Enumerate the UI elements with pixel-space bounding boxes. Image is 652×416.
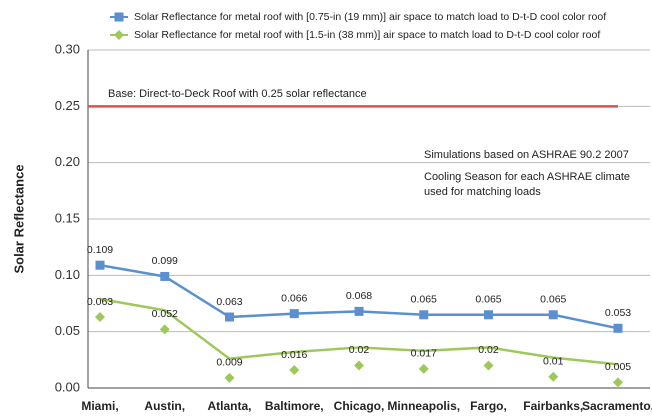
marker xyxy=(159,324,170,335)
data-label: 0.099 xyxy=(152,255,178,267)
marker xyxy=(160,271,170,281)
data-label: 0.053 xyxy=(605,307,631,319)
y-tick-label: 0.30 xyxy=(55,41,80,56)
annotation: Cooling Season for each ASHRAE climate xyxy=(424,171,630,183)
annotation: Simulations based on ASHRAE 90.2 2007 xyxy=(424,149,629,161)
annotation: used for matching loads xyxy=(424,186,541,198)
data-label: 0.005 xyxy=(605,361,631,373)
marker xyxy=(548,310,558,320)
marker xyxy=(419,310,429,320)
x-tick-label: Atlanta, xyxy=(207,399,251,413)
marker xyxy=(95,260,105,270)
marker xyxy=(613,377,623,388)
legend-marker xyxy=(114,12,124,22)
x-tick-label: Chicago, xyxy=(334,399,385,413)
legend-label: Solar Reflectance for metal roof with [0… xyxy=(134,11,606,23)
marker xyxy=(354,306,364,316)
y-tick-label: 0.25 xyxy=(55,98,80,113)
data-label: 0.02 xyxy=(349,344,370,356)
data-label: 0.065 xyxy=(540,294,566,306)
legend-marker xyxy=(114,30,124,40)
data-label: 0.066 xyxy=(281,292,307,304)
marker xyxy=(95,312,105,323)
marker xyxy=(483,360,494,371)
legend-label: Solar Reflectance for metal roof with [1… xyxy=(134,29,600,41)
marker xyxy=(225,312,234,322)
data-label: 0.016 xyxy=(281,349,307,361)
data-label: 0.063 xyxy=(216,296,242,308)
x-tick-label: Minneapolis, xyxy=(387,399,460,413)
data-label: 0.017 xyxy=(411,348,437,360)
x-tick-label: Miami, xyxy=(81,399,118,413)
series-line xyxy=(99,297,619,366)
x-tick-label: Austin, xyxy=(144,399,185,413)
x-tick-label: Fairbanks, xyxy=(523,399,583,413)
marker xyxy=(289,309,299,319)
marker xyxy=(289,364,300,375)
data-label: 0.052 xyxy=(152,308,178,320)
y-tick-label: 0.15 xyxy=(55,210,80,225)
x-tick-label: Fargo, xyxy=(470,399,507,413)
x-tick-label: Sacramento, xyxy=(582,399,652,413)
y-axis-label: Solar Reflectance xyxy=(11,164,26,273)
data-label: 0.065 xyxy=(475,294,501,306)
data-label: 0.01 xyxy=(543,356,564,368)
data-label: 0.02 xyxy=(478,344,499,356)
marker xyxy=(224,372,235,383)
data-label: 0.065 xyxy=(411,294,437,306)
data-label: 0.063 xyxy=(87,296,113,308)
marker xyxy=(484,310,493,320)
marker xyxy=(548,371,559,382)
y-tick-label: 0.20 xyxy=(55,154,80,169)
marker xyxy=(354,360,364,371)
data-label: 0.009 xyxy=(216,357,242,369)
y-tick-label: 0.10 xyxy=(55,267,80,282)
data-label: 0.068 xyxy=(346,290,372,302)
y-tick-label: 0.05 xyxy=(55,323,80,338)
marker xyxy=(613,323,623,333)
x-tick-label: Baltimore, xyxy=(265,399,324,413)
marker xyxy=(418,363,429,374)
data-label: 0.109 xyxy=(87,244,113,256)
reference-label: Base: Direct-to-Deck Roof with 0.25 sola… xyxy=(108,88,367,100)
y-tick-label: 0.00 xyxy=(55,379,80,394)
